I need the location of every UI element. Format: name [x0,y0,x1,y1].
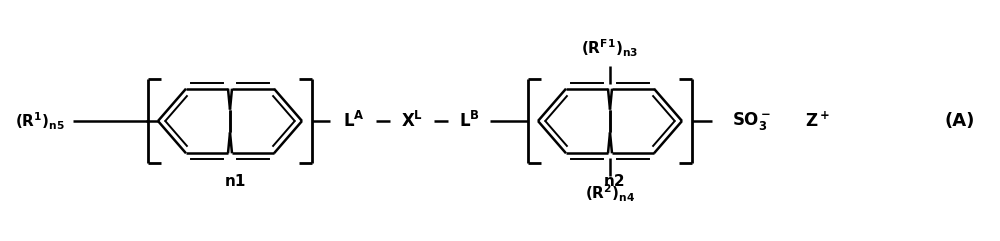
Text: n2: n2 [604,174,626,189]
Text: n1: n1 [224,174,246,189]
Text: $\mathbf{(R^{F1})_{n3}}$: $\mathbf{(R^{F1})_{n3}}$ [581,38,639,59]
Text: $\mathbf{Z^+}$: $\mathbf{Z^+}$ [805,111,829,131]
Text: $\mathbf{X^L}$: $\mathbf{X^L}$ [401,111,423,131]
Text: (A): (A) [945,112,975,130]
Text: $\mathbf{L^B}$: $\mathbf{L^B}$ [459,111,479,131]
Text: $\mathbf{(R^2)_{n4}}$: $\mathbf{(R^2)_{n4}}$ [585,183,635,204]
Text: $\mathbf{L^A}$: $\mathbf{L^A}$ [343,111,365,131]
Text: $\mathbf{SO_3^-}$: $\mathbf{SO_3^-}$ [732,110,772,132]
Text: $\mathbf{(R^1)_{n5}}$: $\mathbf{(R^1)_{n5}}$ [15,110,65,132]
